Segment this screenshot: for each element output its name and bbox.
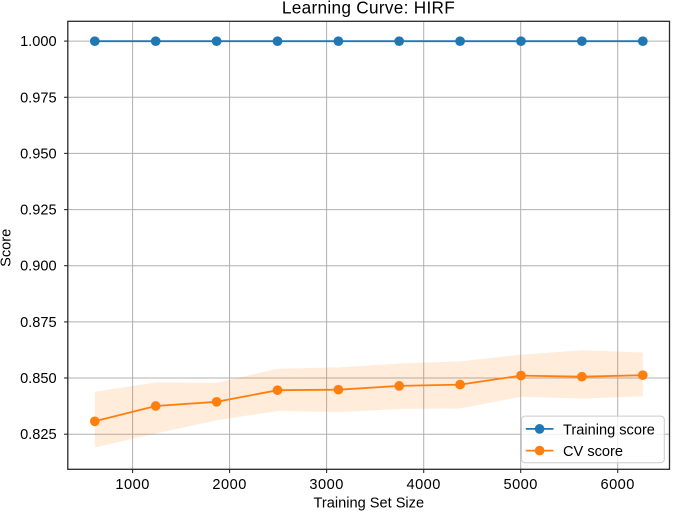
svg-text:3000: 3000	[309, 477, 343, 493]
svg-text:0.975: 0.975	[20, 90, 57, 106]
svg-text:0.875: 0.875	[20, 315, 57, 331]
svg-text:0.825: 0.825	[20, 427, 57, 443]
svg-text:Score: Score	[0, 229, 15, 267]
svg-text:4000: 4000	[406, 477, 440, 493]
svg-text:0.900: 0.900	[20, 259, 57, 275]
svg-text:CV score: CV score	[563, 444, 623, 460]
svg-text:2000: 2000	[212, 477, 246, 493]
svg-text:5000: 5000	[503, 477, 537, 493]
svg-text:1.000: 1.000	[20, 34, 57, 50]
svg-text:0.950: 0.950	[20, 146, 57, 162]
svg-text:Training score: Training score	[563, 423, 655, 439]
svg-text:0.925: 0.925	[20, 203, 57, 219]
svg-text:0.850: 0.850	[20, 371, 57, 387]
svg-text:1000: 1000	[115, 477, 149, 493]
svg-text:Training Set Size: Training Set Size	[314, 495, 425, 511]
svg-text:6000: 6000	[600, 477, 634, 493]
svg-text:Learning Curve: HIRF: Learning Curve: HIRF	[282, 0, 455, 18]
